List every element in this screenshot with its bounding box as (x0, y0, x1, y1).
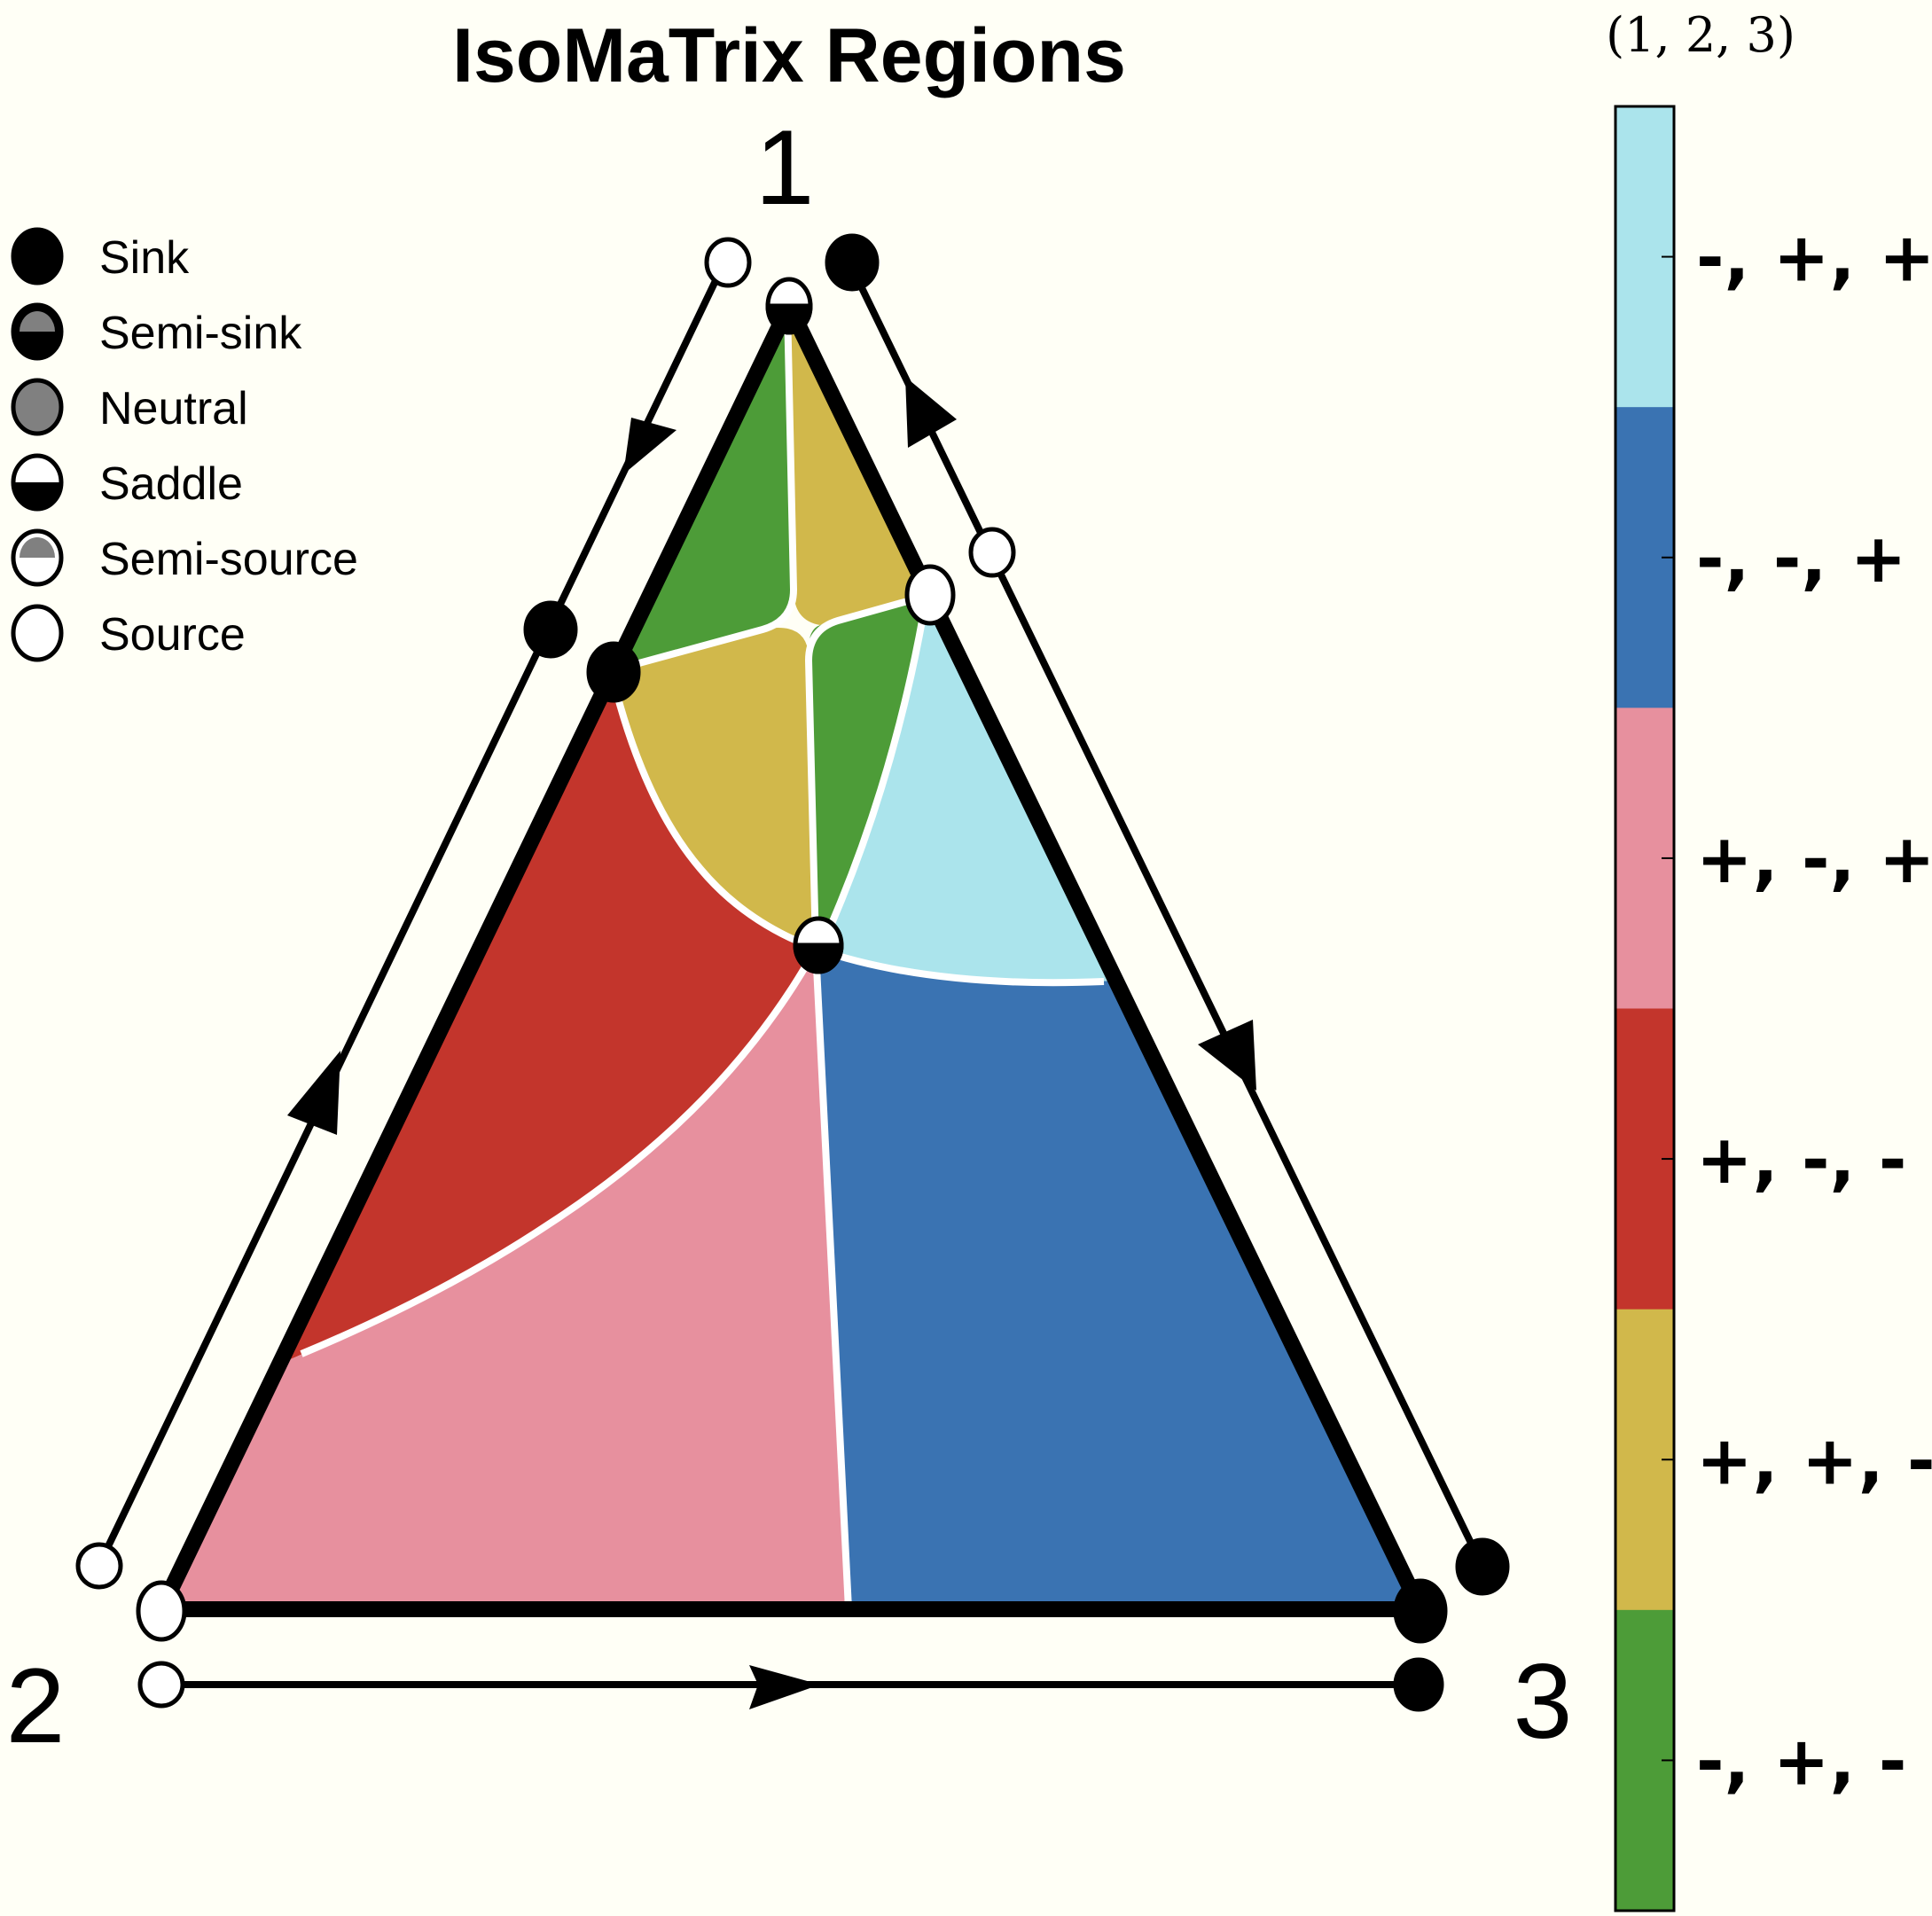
legend-label: Source (99, 609, 246, 661)
colorbar-segments (1615, 106, 1674, 1912)
source-marker (968, 527, 1016, 578)
simplex-outline (153, 298, 1428, 1617)
boundary-yellow-red (613, 690, 817, 952)
legend-label: Sink (99, 232, 190, 284)
sink-marker (523, 600, 578, 659)
region-pink (161, 949, 849, 1609)
colorbar-ticks: -, +, + -, -, + +, -, + +, -, - +, +, - -, +,… (1662, 218, 1932, 1800)
source-marker (75, 1542, 123, 1590)
arrow-left-up (287, 1051, 340, 1135)
source-marker (704, 237, 752, 288)
legend-item-sink: Sink (11, 227, 190, 285)
arrow-right-down (1198, 1020, 1256, 1091)
edge-flow-left (96, 264, 726, 1567)
legend-item-semi-source: Semi-source (11, 528, 358, 587)
legend-label: Saddle (99, 458, 243, 510)
edge-flow-right (848, 264, 1486, 1568)
region-boundaries (300, 305, 1105, 1610)
legend-label: Neutral (99, 383, 248, 434)
vertex-label-left: 2 (6, 1646, 66, 1765)
region-blue (816, 949, 1420, 1609)
source-marker (904, 564, 956, 626)
colorbar-tick-label: -, +, + (1696, 218, 1932, 297)
colorbar-tick-label: +, +, - (1696, 1420, 1932, 1499)
sink-icon (11, 227, 64, 285)
colorbar-title: (1, 2, 3) (1606, 7, 1795, 63)
figure-title: IsoMaTrix Regions (452, 13, 1126, 98)
source-marker (136, 1580, 187, 1642)
boundary-pink-blue (812, 948, 852, 1610)
region-yellow-top (787, 306, 975, 625)
source-icon (11, 604, 64, 662)
flow-arrows (287, 377, 1256, 1709)
sink-marker (1393, 1578, 1448, 1644)
saddle-marker (793, 916, 844, 974)
colorbar: (1, 2, 3) -, +, + -, -, + +, -, + +, -, - +,… (1606, 7, 1932, 1912)
boundary-lightblue-blue (814, 945, 1105, 987)
sink-marker (825, 233, 880, 292)
colorbar-frame (1614, 105, 1676, 1912)
sink-marker (1393, 1657, 1444, 1712)
boundary-top-vertical (614, 305, 798, 673)
arrow-left-down (623, 418, 677, 474)
region-yellow-mid (616, 628, 816, 949)
legend-item-neutral: Neutral (11, 378, 248, 436)
colorbar-tick-label: +, -, + (1696, 819, 1932, 898)
boundary-red-pink (300, 947, 819, 1357)
boundary-upper-right (804, 592, 928, 950)
legend-item-semi-sink: Semi-sink (11, 302, 302, 361)
saddle-marker (765, 277, 813, 335)
legend-item-source: Source (11, 604, 246, 662)
sink-marker (1455, 1537, 1510, 1596)
vertex-label-right: 3 (1514, 1642, 1573, 1761)
sink-marker (586, 641, 641, 703)
arrow-right-up (905, 377, 957, 448)
vertex-label-top: 1 (755, 108, 815, 227)
neutral-icon (11, 378, 64, 436)
colorbar-tick-label: +, -, - (1696, 1120, 1906, 1199)
source-marker (137, 1661, 185, 1709)
arrow-bottom-right (749, 1665, 820, 1709)
legend-item-saddle: Saddle (11, 453, 243, 512)
colorbar-tick-label: -, +, - (1696, 1721, 1906, 1800)
legend: Sink Semi-sink Neutral Saddle Semi-sourc… (11, 227, 358, 662)
legend-label: Semi-source (99, 534, 358, 585)
legend-label: Semi-sink (99, 308, 302, 359)
region-green-mid (808, 596, 927, 949)
boundary-green-lightblue (821, 595, 930, 942)
fixed-points (75, 233, 1510, 1712)
colorbar-tick-label: -, -, + (1696, 519, 1906, 598)
